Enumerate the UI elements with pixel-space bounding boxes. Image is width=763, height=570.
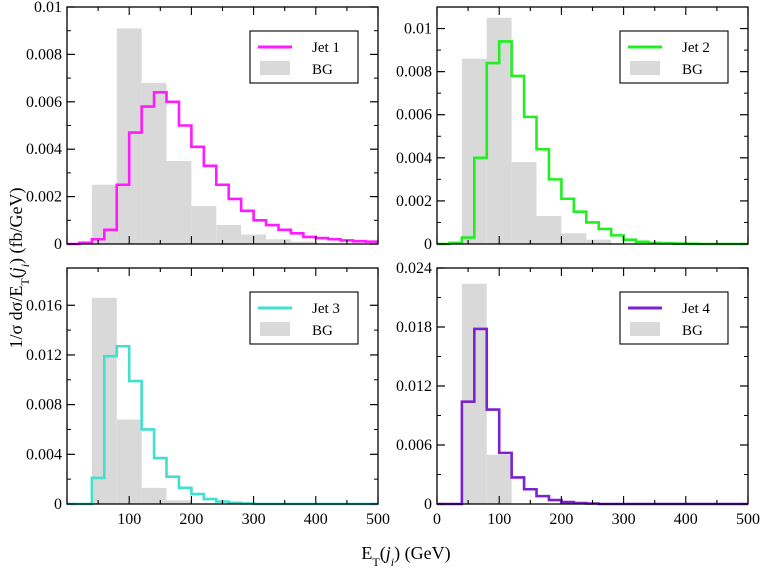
- legend: Jet 1 BG: [249, 30, 359, 84]
- bg-bar: [216, 225, 242, 244]
- y-tick-label: 0: [424, 496, 432, 513]
- legend-label: BG: [312, 62, 333, 78]
- x-tick-label: 400: [674, 511, 698, 528]
- legend-box: [249, 30, 359, 84]
- y-tick-label: 0.006: [26, 94, 62, 111]
- legend-swatch-bg: [630, 61, 660, 75]
- bg-bar: [586, 239, 612, 244]
- x-tick-label: 300: [242, 511, 266, 528]
- y-tick-label: 0.012: [26, 347, 62, 364]
- legend-label: BG: [682, 62, 703, 78]
- y-tick-label: 0.016: [26, 297, 62, 314]
- y-tick-label: 0.006: [396, 437, 432, 454]
- panel-top-right: 0 0.002 0.004 0.006 0.008 0.01 Jet 2 BG: [396, 6, 749, 253]
- y-tick-label: 0.008: [396, 64, 432, 81]
- y-tick-label: 0.008: [26, 397, 62, 414]
- bg-bar: [141, 487, 167, 504]
- legend-swatch-bg: [260, 322, 290, 336]
- bg-bar: [166, 161, 192, 244]
- bg-bar: [116, 419, 142, 504]
- bg-bar: [141, 82, 167, 244]
- bg-bar: [511, 162, 537, 244]
- x-tick-label: 200: [179, 511, 203, 528]
- legend-label: Jet 3: [312, 301, 340, 317]
- y-tick-label: 0.002: [26, 189, 62, 206]
- y-tick-label: 0.018: [396, 319, 432, 336]
- y-tick-label: 0: [54, 496, 62, 513]
- x-tick-label: 200: [549, 511, 573, 528]
- legend: Jet 4 BG: [619, 291, 729, 345]
- panels-layer: 0 0.002 0.004 0.006 0.008 0.01 Jet 1 BG 0 0.002 0.…: [26, 0, 760, 528]
- panel-bottom-right: 0 0.006 0.012 0.018 0.024 0 100 200 300 400 500 Jet…: [396, 260, 760, 528]
- legend-box: [619, 291, 729, 345]
- y-tick-label: 0.012: [396, 378, 432, 395]
- y-tick-label: 0.006: [396, 107, 432, 124]
- bg-bar: [191, 206, 217, 244]
- legend-label: Jet 1: [312, 40, 340, 56]
- y-tick-label: 0.004: [26, 446, 62, 463]
- bg-bar: [266, 239, 291, 244]
- legend: Jet 2 BG: [619, 30, 729, 84]
- x-tick-label: 400: [304, 511, 328, 528]
- y-tick-label: 0.008: [26, 46, 62, 63]
- legend-label: Jet 2: [682, 40, 710, 56]
- panel-bottom-left: 0 0.004 0.008 0.012 0.016 100 200 300 400 500 Jet …: [26, 267, 390, 528]
- legend-swatch-bg: [260, 61, 290, 75]
- legend-label: BG: [682, 323, 703, 339]
- y-tick-label: 0.01: [404, 21, 432, 38]
- bg-bar: [561, 233, 587, 244]
- legend-label: BG: [312, 323, 333, 339]
- bg-bar: [486, 454, 512, 504]
- x-tick-label: 300: [612, 511, 636, 528]
- series-line-jet-1: [67, 91, 378, 246]
- bg-bar: [290, 241, 316, 244]
- y-tick-label: 0.004: [26, 141, 62, 158]
- legend-label: Jet 4: [682, 301, 710, 317]
- y-tick-label: 0.002: [396, 193, 432, 210]
- panel-top-left: 0 0.002 0.004 0.006 0.008 0.01 Jet 1 BG: [26, 0, 379, 253]
- y-axis-title: 1/σ dσ/ET(ji) (fb/GeV): [6, 187, 32, 348]
- x-tick-label: 500: [736, 511, 760, 528]
- y-tick-label: 0.01: [34, 0, 62, 16]
- x-axis-title: ET(ji) (GeV): [361, 543, 450, 569]
- x-tick-label: 500: [366, 511, 390, 528]
- bg-bar: [166, 500, 192, 504]
- y-tick-label: 0: [424, 236, 432, 253]
- legend-box: [249, 291, 359, 345]
- y-tick-label: 0.024: [396, 260, 432, 277]
- x-tick-label: 0: [433, 511, 441, 528]
- x-tick-label: 100: [487, 511, 511, 528]
- legend-box: [619, 30, 729, 84]
- legend: Jet 3 BG: [249, 291, 359, 345]
- y-tick-label: 0: [54, 236, 62, 253]
- legend-swatch-bg: [630, 322, 660, 336]
- x-tick-label: 100: [117, 511, 141, 528]
- bg-bar: [536, 215, 562, 244]
- y-tick-label: 0.004: [396, 150, 432, 167]
